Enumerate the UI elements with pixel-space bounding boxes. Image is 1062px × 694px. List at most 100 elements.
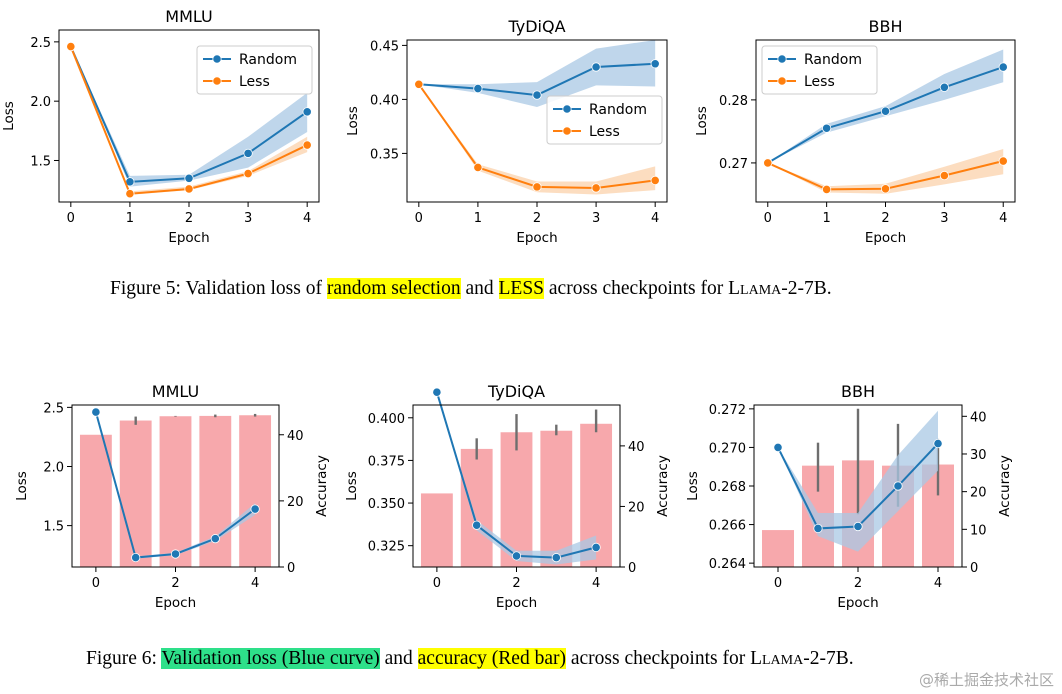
x-tick-label: 1 (822, 211, 830, 226)
x-axis-label: Epoch (496, 595, 537, 611)
data-point-random (184, 173, 194, 183)
figure5-highlight-less: LESS (498, 278, 545, 299)
data-point-less (243, 168, 253, 179)
y2-axis-label: Accuracy (997, 455, 1013, 517)
data-point-random (880, 106, 891, 116)
data-point-less (939, 170, 949, 181)
y-axis-label: Loss (345, 106, 361, 136)
loss-point (170, 549, 181, 559)
y2-axis-label: Accuracy (655, 455, 671, 517)
loss-point (773, 442, 783, 453)
x-tick-label: 4 (303, 211, 311, 226)
y-axis-label: Loss (1, 101, 17, 131)
x-tick-label: 4 (651, 211, 659, 226)
y2-tick-label: 40 (287, 429, 304, 444)
y-tick-label: 0.45 (370, 39, 399, 54)
figure6-caption-prefix: Figure 6: (86, 648, 162, 669)
x-axis-label: Epoch (168, 230, 209, 246)
data-point-less (532, 182, 542, 192)
figure5-caption: Figure 5: Validation loss of random sele… (110, 278, 832, 300)
loss-point (250, 504, 260, 514)
data-point-less (880, 184, 891, 194)
loss-band (778, 410, 938, 552)
x-tick-label: 2 (881, 211, 889, 226)
y-tick-label: 0.325 (368, 540, 405, 555)
legend-label: Less (239, 74, 270, 90)
chart-2: TyDiQA Random Less 0 1 2 3 4 Epoch 0.35 0.40 0.45 Lo… (345, 17, 668, 246)
figure5-caption-suffix: across checkpoints for (544, 278, 729, 299)
data-point-less (414, 79, 424, 89)
loss-point (933, 438, 943, 449)
y-tick-label: 0.268 (709, 480, 746, 495)
chart-6: BBH 0 10 20 30 40 Accuracy 0 2 4 Epoch 0.264 0.266 0.… (685, 382, 1013, 611)
y-tick-label: 2.0 (30, 95, 51, 110)
figure6-highlight-accuracy: accuracy (Red bar) (417, 648, 566, 669)
legend-marker-random (212, 54, 222, 64)
accuracy-bar (762, 530, 794, 567)
figure5-caption-mid: and (460, 278, 499, 299)
y2-tick-label: 40 (628, 440, 645, 455)
figure6-caption-model: Llama (750, 648, 804, 669)
x-tick-label: 0 (92, 576, 100, 591)
x-axis-label: Epoch (837, 595, 878, 611)
chart-title: TyDiQA (507, 17, 565, 36)
x-axis-label: Epoch (865, 230, 906, 246)
y-tick-label: 0.40 (370, 93, 399, 108)
x-tick-label: 0 (415, 211, 423, 226)
figure5-caption-end: -2-7B. (781, 278, 832, 299)
x-tick-label: 3 (592, 211, 600, 226)
loss-point (591, 542, 601, 552)
data-point-random (532, 90, 542, 100)
y-tick-label: 0.350 (368, 497, 405, 512)
loss-point (813, 523, 823, 534)
legend-label: Random (589, 102, 647, 118)
accuracy-bar (540, 430, 573, 567)
legend-marker-less (562, 126, 572, 136)
series-band-less (767, 149, 1004, 194)
chart-3: BBH Random Less 0 1 2 3 4 Epoch 0.27 0.28 Loss (694, 17, 1016, 246)
data-point-less (822, 184, 832, 194)
loss-point (551, 553, 561, 563)
chart-title: BBH (841, 382, 875, 401)
x-tick-label: 0 (67, 211, 75, 226)
x-tick-label: 0 (774, 576, 782, 591)
x-tick-label: 0 (433, 576, 441, 591)
legend-marker-random (777, 54, 787, 64)
y-tick-label: 2.0 (43, 460, 64, 475)
chart-5: TyDiQA 0 20 40 Accuracy 0 2 4 Epoch 0.325 0.350 0.3… (344, 382, 671, 611)
y-tick-label: 0.400 (368, 412, 405, 427)
y2-tick-label: 10 (970, 523, 987, 538)
accuracy-bar (79, 434, 112, 567)
y-tick-label: 0.264 (709, 557, 746, 572)
y2-tick-label: 40 (970, 410, 987, 425)
x-tick-label: 4 (934, 576, 942, 591)
loss-point (893, 481, 903, 491)
y-tick-label: 0.270 (709, 441, 746, 456)
y2-tick-label: 30 (970, 448, 987, 463)
x-tick-label: 2 (512, 576, 520, 591)
legend-label: Random (804, 52, 862, 68)
data-point-less (763, 158, 773, 168)
watermark: @稀土掘金技术社区 (918, 671, 1054, 689)
accuracy-bar (420, 493, 453, 567)
y-tick-label: 0.27 (719, 157, 748, 172)
loss-point (91, 407, 101, 417)
data-point-random (302, 107, 312, 117)
x-tick-label: 2 (185, 211, 193, 226)
y2-tick-label: 20 (628, 500, 645, 515)
data-point-less (125, 189, 135, 199)
loss-point (472, 520, 482, 530)
data-point-less (650, 175, 660, 185)
loss-point (131, 552, 141, 563)
chart-1: MMLU Random Less 0 1 2 3 4 Epoch 1.5 2.0 2.5 Loss (1, 7, 320, 246)
loss-point (853, 521, 863, 532)
x-tick-label: 2 (171, 576, 179, 591)
figure6-caption-suffix: across checkpoints for (565, 648, 751, 669)
chart-title: MMLU (165, 7, 212, 26)
x-tick-label: 2 (854, 576, 862, 591)
loss-point (210, 534, 220, 544)
data-point-less (66, 42, 76, 52)
y-tick-label: 1.5 (30, 154, 51, 169)
y-axis-label: Loss (685, 471, 701, 501)
